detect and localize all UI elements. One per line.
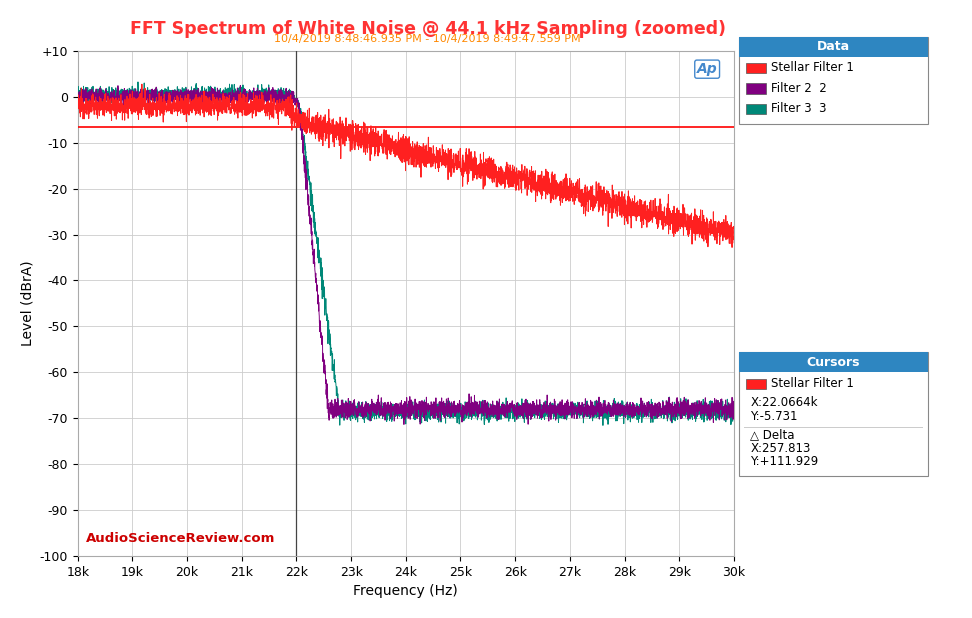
Text: X:22.0664k: X:22.0664k bbox=[750, 396, 817, 410]
X-axis label: Frequency (Hz): Frequency (Hz) bbox=[354, 585, 458, 598]
Text: AudioScienceReview.com: AudioScienceReview.com bbox=[86, 533, 275, 546]
Text: Stellar Filter 1: Stellar Filter 1 bbox=[771, 377, 853, 391]
Text: FFT Spectrum of White Noise @ 44.1 kHz Sampling (zoomed): FFT Spectrum of White Noise @ 44.1 kHz S… bbox=[129, 20, 726, 38]
Text: 10/4/2019 8:48:46.935 PM - 10/4/2019 8:49:47.559 PM: 10/4/2019 8:48:46.935 PM - 10/4/2019 8:4… bbox=[274, 34, 581, 44]
Text: Y:-5.731: Y:-5.731 bbox=[750, 410, 798, 423]
Y-axis label: Level (dBrA): Level (dBrA) bbox=[20, 261, 34, 346]
Text: Filter 2  2: Filter 2 2 bbox=[771, 82, 826, 95]
Text: Y:+111.929: Y:+111.929 bbox=[750, 455, 818, 468]
Text: Ap: Ap bbox=[697, 62, 717, 76]
Text: X:257.813: X:257.813 bbox=[750, 441, 811, 455]
Text: △ Delta: △ Delta bbox=[750, 428, 795, 441]
Text: Filter 3  3: Filter 3 3 bbox=[771, 102, 826, 116]
Text: Cursors: Cursors bbox=[807, 355, 860, 369]
Text: Data: Data bbox=[816, 40, 850, 54]
Text: Stellar Filter 1: Stellar Filter 1 bbox=[771, 61, 853, 75]
